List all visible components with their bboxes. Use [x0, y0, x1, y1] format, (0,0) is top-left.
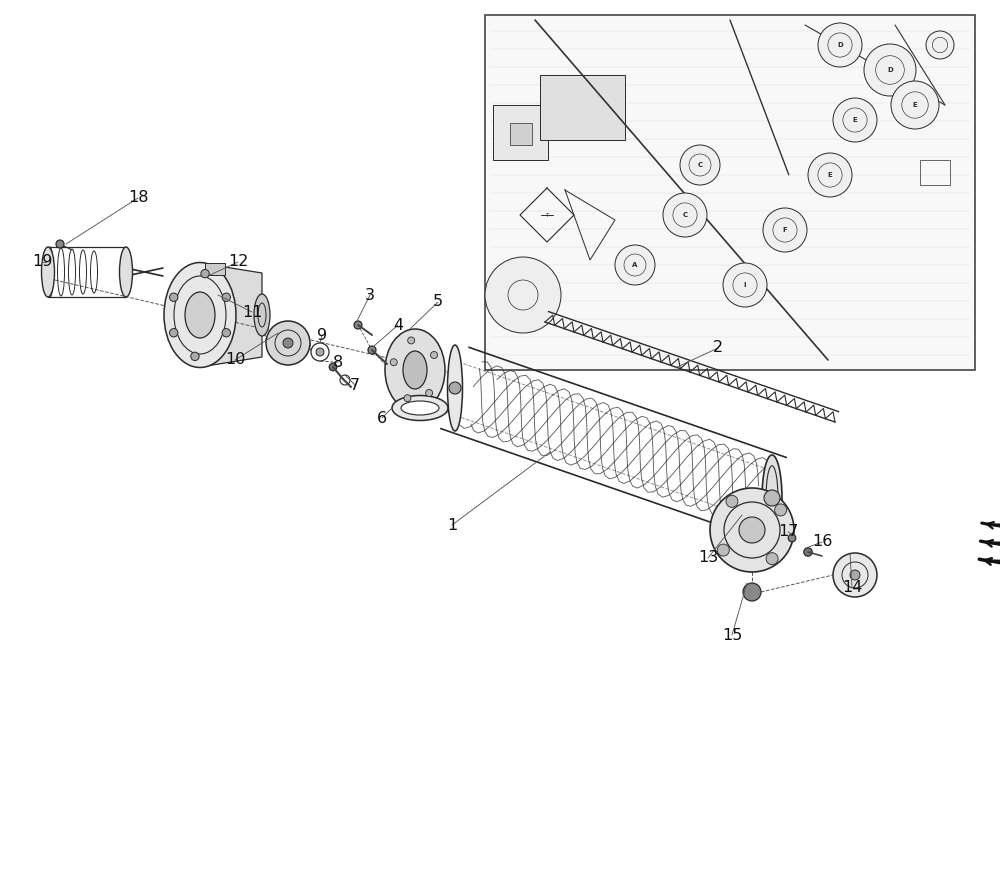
Ellipse shape [254, 294, 270, 336]
Text: 12: 12 [228, 254, 248, 269]
Bar [510, 123, 532, 145]
Ellipse shape [120, 247, 132, 297]
Circle shape [663, 193, 707, 237]
Circle shape [891, 81, 939, 129]
Ellipse shape [164, 262, 236, 368]
Ellipse shape [403, 351, 427, 389]
Circle shape [710, 488, 794, 572]
Circle shape [170, 328, 178, 337]
Circle shape [788, 534, 796, 542]
Circle shape [311, 343, 329, 361]
Text: 17: 17 [778, 524, 798, 539]
Text: D: D [887, 67, 893, 73]
Circle shape [340, 375, 350, 385]
Text: 9: 9 [317, 327, 327, 342]
Text: 15: 15 [722, 627, 742, 642]
Circle shape [926, 31, 954, 59]
Text: 5: 5 [433, 295, 443, 310]
Circle shape [850, 570, 860, 580]
Text: E: E [913, 102, 917, 108]
Circle shape [766, 553, 778, 565]
Bar [493, 105, 548, 160]
Text: I: I [744, 282, 746, 288]
Circle shape [390, 359, 397, 366]
Text: 11: 11 [242, 304, 262, 319]
Bar [205, 263, 225, 275]
Text: C: C [682, 212, 688, 218]
Ellipse shape [42, 247, 54, 297]
Circle shape [833, 98, 877, 142]
Text: 16: 16 [812, 534, 832, 549]
Circle shape [833, 553, 877, 597]
Circle shape [191, 352, 199, 361]
Circle shape [56, 240, 64, 248]
Circle shape [864, 44, 916, 96]
Circle shape [723, 263, 767, 307]
Text: 2: 2 [713, 341, 723, 356]
Circle shape [283, 338, 293, 348]
Circle shape [804, 547, 812, 556]
Text: 18: 18 [128, 190, 148, 206]
Circle shape [354, 321, 362, 329]
Circle shape [368, 346, 376, 354]
Text: 3: 3 [365, 288, 375, 303]
Text: D: D [837, 42, 843, 48]
Circle shape [201, 269, 209, 278]
Text: 6: 6 [377, 410, 387, 426]
Text: 4: 4 [393, 318, 403, 333]
Circle shape [680, 145, 720, 185]
Text: 8: 8 [333, 355, 343, 370]
Polygon shape [200, 263, 262, 367]
Circle shape [426, 390, 433, 397]
Ellipse shape [392, 395, 448, 421]
Text: T: T [545, 212, 549, 217]
Bar [920, 160, 950, 185]
Circle shape [739, 517, 765, 543]
Text: A: A [632, 262, 638, 268]
Text: C: C [697, 162, 703, 168]
Circle shape [266, 321, 310, 365]
Circle shape [615, 245, 655, 285]
Text: 13: 13 [698, 551, 718, 566]
Circle shape [763, 208, 807, 252]
Circle shape [329, 363, 337, 370]
Circle shape [743, 583, 761, 601]
Bar [540, 75, 625, 140]
Circle shape [775, 504, 787, 516]
Ellipse shape [385, 329, 445, 411]
Circle shape [818, 23, 862, 67]
Circle shape [431, 351, 438, 358]
Ellipse shape [185, 292, 215, 338]
Bar [485, 15, 975, 370]
Text: E: E [828, 172, 832, 178]
Circle shape [170, 293, 178, 302]
Ellipse shape [448, 345, 462, 431]
Circle shape [404, 395, 411, 401]
Circle shape [316, 348, 324, 356]
Circle shape [808, 153, 852, 197]
Circle shape [726, 495, 738, 508]
Text: 19: 19 [32, 254, 52, 269]
Text: E: E [853, 117, 857, 123]
Text: 1: 1 [447, 517, 457, 532]
Circle shape [717, 544, 729, 556]
Circle shape [764, 490, 780, 506]
Circle shape [485, 257, 561, 333]
Text: 14: 14 [842, 581, 862, 596]
Ellipse shape [762, 455, 782, 541]
Text: 10: 10 [225, 353, 245, 368]
Circle shape [222, 328, 230, 337]
Circle shape [408, 337, 415, 344]
Circle shape [449, 382, 461, 394]
Ellipse shape [401, 401, 439, 415]
Text: F: F [783, 227, 787, 233]
Text: 7: 7 [350, 378, 360, 392]
Circle shape [222, 293, 230, 302]
